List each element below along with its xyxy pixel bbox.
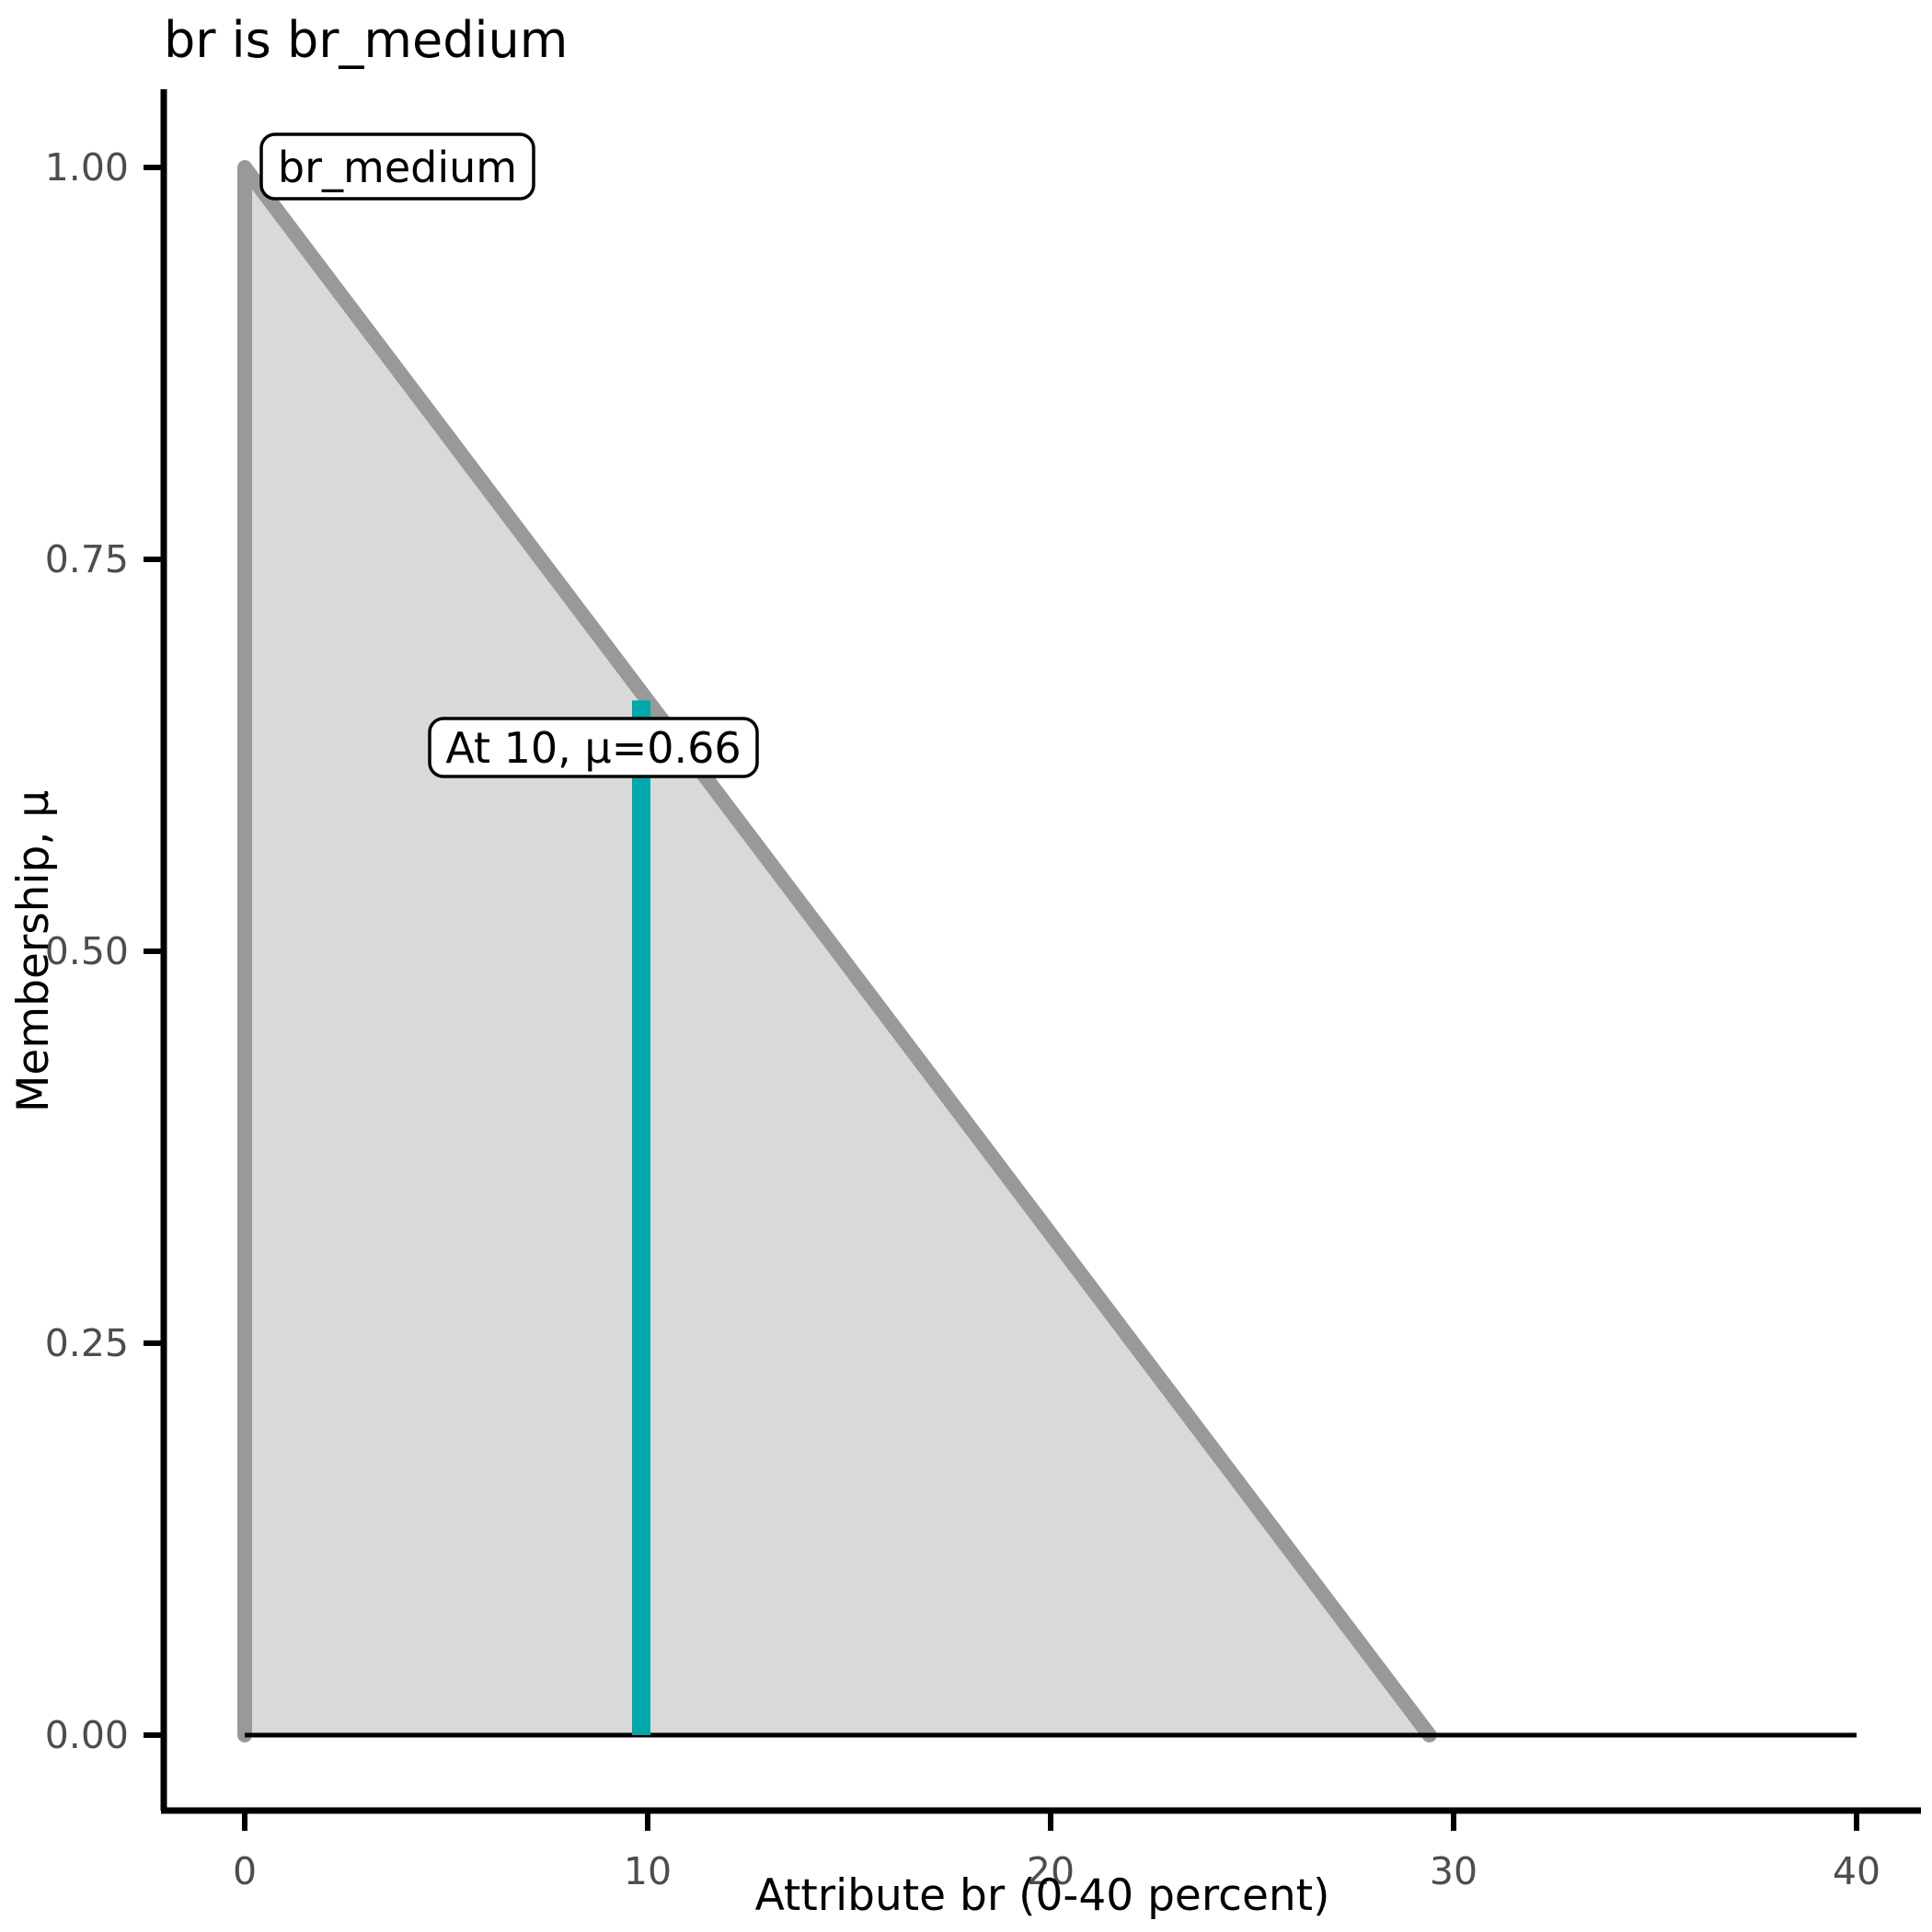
x-tick-label: 0 [233,1849,257,1893]
plot-title: br is br_medium [164,11,568,69]
x-tick-label: 20 [1027,1849,1075,1893]
y-tick-label: 0.75 [45,537,129,581]
membership-outline [237,160,1437,1742]
x-tick-label: 10 [624,1849,672,1893]
annotation-indicator: At 10, μ=0.66 [428,717,759,778]
y-tick-label: 0.00 [45,1713,129,1757]
annotation-set-name: br_medium [259,132,535,201]
axes-layer: 0 10 20 30 40 0.00 0.25 0.50 0.75 1.00 [45,89,1921,1893]
annotation-indicator-box [428,717,759,778]
y-tick-label: 0.50 [45,929,129,973]
y-tick-label: 1.00 [45,145,129,190]
x-tick-label: 30 [1430,1849,1478,1893]
annotation-indicator-label: At 10, μ=0.66 [445,723,741,773]
y-tick-label: 0.25 [45,1321,129,1365]
annotation-set-name-box [259,132,535,201]
y-axis-title: Membership, μ [8,790,59,1112]
x-axis-title: Attribute br (0-40 percent) [755,1870,1330,1921]
plot-shapes-layer [237,160,1857,1742]
x-tick-label: 40 [1833,1849,1880,1893]
annotation-set-name-label: br_medium [278,143,517,192]
